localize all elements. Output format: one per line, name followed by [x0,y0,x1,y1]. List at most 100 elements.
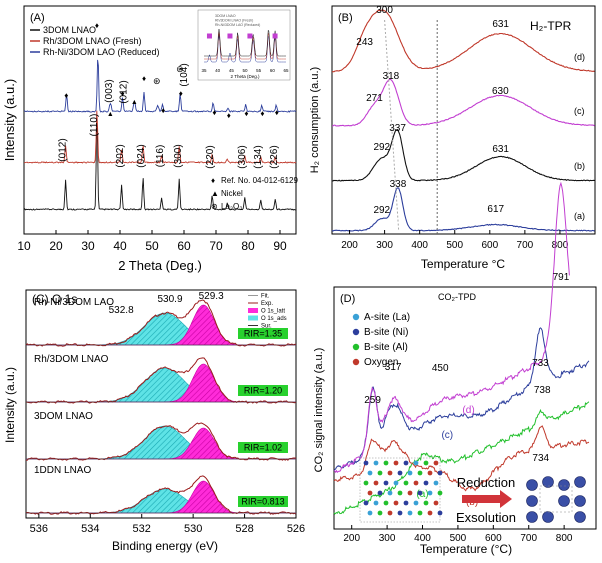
a-x-tick-label: 50 [145,239,159,253]
a-hkl-label: (012) [58,138,69,161]
d-scheme-atom [363,460,369,466]
c-sample-label: Rh/3DOM LNAO [34,354,109,365]
a-top-hkl-label: (104) [179,63,190,86]
a-diamond-mark: ♦ [121,89,125,98]
panel-c-ylabel: Intensity (a.u.) [3,367,17,443]
d-scheme-atom [383,460,389,466]
d-series-line [333,181,570,474]
a-hkl-label: (110) [89,114,100,137]
c-exp-line [25,422,297,461]
d-scheme-atom [417,510,423,516]
a-annotation-symbol: ▲ [211,189,219,198]
d-scheme-atom [427,470,433,476]
a-inset-line [204,28,286,57]
d-legend-entry: B-site (Al) [364,342,408,353]
panel-a-marks: ♦♦♦♦♦♦♦ ♦ ♦ ♦ ♦▲▲⊛⊛(003) (012)(104)(012)(110)… [58,21,299,211]
b-peak-label: 337 [389,123,406,134]
a-x-tick-label: 90 [273,239,287,253]
b-x-tick-label: 800 [552,240,569,251]
c-rir-badge [238,385,288,396]
d-scheme-exsolution: Exsolution [456,510,516,525]
panel-d-legend: A-site (La) B-site (Ni) B-site (Al) Oxygen [352,312,410,368]
c-peak-label: 532.8 [109,305,134,316]
a-inset-marker [227,33,233,39]
a-x-tick-label: 20 [49,239,63,253]
panel-a-label: (A) [30,12,45,24]
d-series-line [333,425,590,492]
d-scheme-atom [433,500,439,506]
c-x-tick-label: 526 [287,523,305,535]
c-legend-entry: O 1s_ads [261,316,287,322]
a-annotation-text: Ref. No. 04-012-6129 [221,176,298,185]
a-x-tick-label: 70 [209,239,223,253]
b-peak-label: 617 [487,204,504,215]
a-x-tick-label: 30 [81,239,95,253]
a-hkl-label: (226) [269,145,280,168]
a-diamond-mark: ♦ [161,106,165,115]
a-x-tick-label: 40 [113,239,127,253]
c-exp-line [25,475,297,515]
d-scheme-particle [574,495,586,507]
c-legend-swatch [248,315,258,321]
b-series-line [331,9,595,73]
d-series-label: (d) [462,405,474,416]
a-legend-entry: 3DOM LNAO [43,25,96,35]
panel-b-x-axis: 200 300 400 500 600 700 800 [341,230,569,251]
a-hkl-label: (202) [115,144,126,167]
panel-a-ylabel: Intensity (a.u.) [2,79,17,161]
a-hkl-label: (024) [136,144,147,167]
b-peak-label: 292 [373,142,390,153]
c-legend-entry: Sur. [261,324,272,330]
b-peak-label: 630 [492,86,509,97]
c-sample-label: 3DOM LNAO [34,411,93,422]
d-scheme-atom [423,480,429,486]
c-rir-badge [238,496,288,507]
a-inset-tick: 60 [270,68,276,73]
panel-c-label: (C) O 1s [32,292,77,306]
a-hkl-label: (116) [155,145,166,168]
a-diamond-mark: ♦ [227,111,231,120]
a-inset-legend-entry: Rh/3DOM LNAO (Fresh) [215,19,253,23]
panel-a-x-axis: 10 20 30 40 50 60 70 80 90 [17,230,287,253]
a-inset-line [204,31,286,60]
d-scheme-atom [393,500,399,506]
c-legend-entry: O 1s_latt [261,309,285,315]
b-series-label: (d) [574,52,585,62]
d-scheme-atom [417,490,423,496]
d-peak-label: 450 [432,363,449,374]
d-scheme-atom [437,510,443,516]
d-scheme-atom [397,510,403,516]
d-scheme-atom [407,490,413,496]
b-peak-label: 631 [492,144,509,155]
d-scheme-atom [367,510,373,516]
a-diamond-mark: ♦ [212,108,216,117]
a-hkl-label: (220) [205,145,216,168]
a-annotation-text: Nickel [221,189,243,198]
d-scheme-atom [437,470,443,476]
d-peak-label: 734 [532,453,549,464]
a-inset-tick: 35 [201,68,207,73]
a-series-line [23,110,297,164]
d-scheme-atom [417,470,423,476]
b-x-tick-label: 500 [446,240,463,251]
b-series-label: (a) [574,211,585,221]
a-triangle-mark: ▲ [131,99,138,106]
a-inset-tick: 45 [229,68,235,73]
d-series-line [333,401,590,515]
b-peak-label: 631 [492,19,509,30]
b-peak-label: 338 [390,179,407,190]
d-scheme-atom [413,500,419,506]
d-scheme-atom [403,500,409,506]
c-peak-label: 530.9 [157,294,182,305]
panel-d-ylabel: CO₂ signal intensity (a.u.) [313,348,325,473]
a-inset-tick: 65 [283,68,289,73]
a-top-hkl-label: (003) [104,79,115,102]
d-scheme-atom [383,500,389,506]
d-scheme-atom [397,490,403,496]
b-peak-label: 318 [383,71,400,82]
d-scheme-reduction: Reduction [457,475,516,490]
